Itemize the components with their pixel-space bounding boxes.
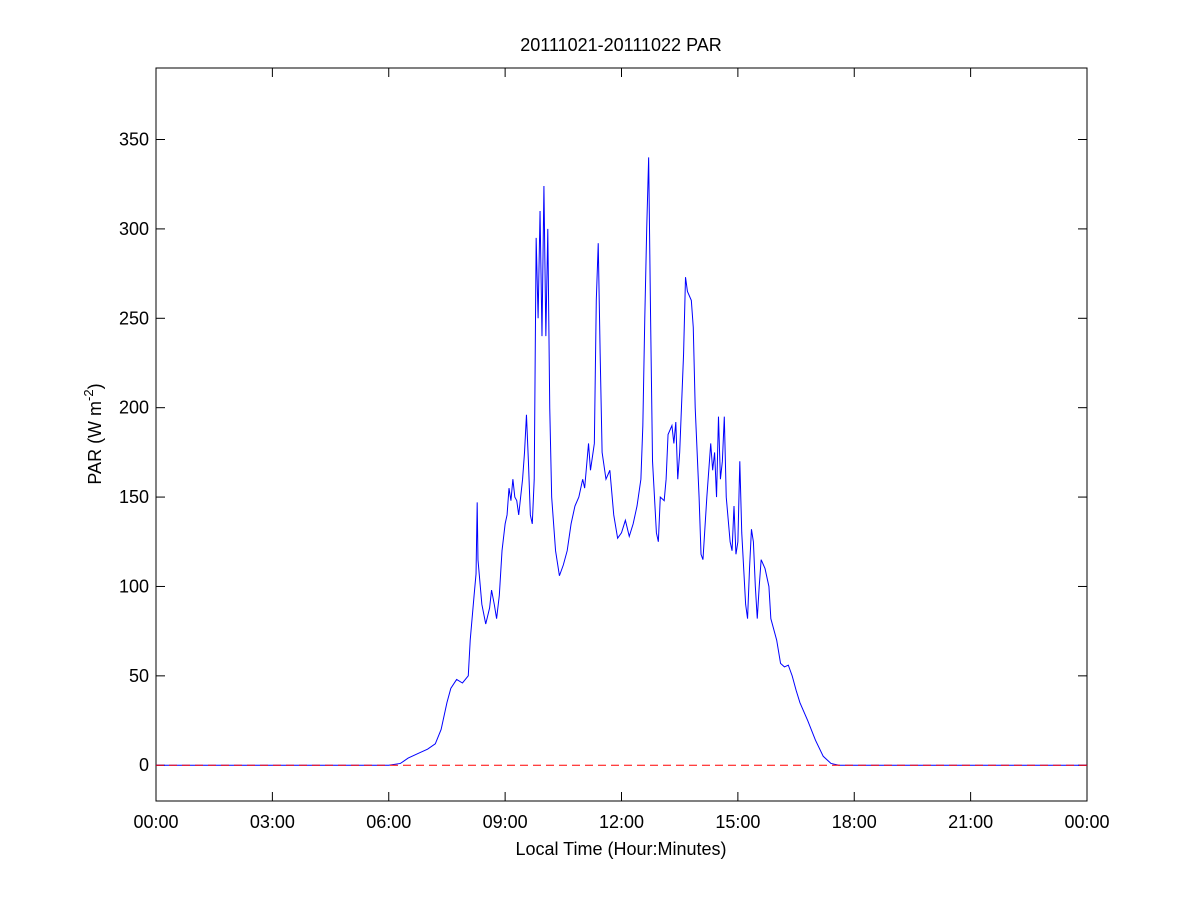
- data-line: [156, 157, 1087, 766]
- y-axis-label-text: PAR (W m: [85, 401, 105, 485]
- y-axis-label-superscript: -2: [81, 389, 96, 401]
- y-tick-label: 250: [119, 308, 149, 328]
- x-tick-label: 06:00: [366, 812, 411, 832]
- y-axis-label: PAR (W m-2): [81, 383, 105, 484]
- x-tick-label: 15:00: [715, 812, 760, 832]
- plot-area: [155, 67, 1088, 802]
- y-tick-label: 350: [119, 130, 149, 150]
- x-axis-label: Local Time (Hour:Minutes): [515, 839, 726, 859]
- chart-title: 20111021-20111022 PAR: [520, 35, 722, 55]
- y-tick-label: 100: [119, 576, 149, 596]
- y-tick-label: 0: [139, 755, 149, 775]
- y-tick-label: 200: [119, 398, 149, 418]
- x-tick-label: 09:00: [483, 812, 528, 832]
- x-tick-label: 18:00: [832, 812, 877, 832]
- x-tick-label: 21:00: [948, 812, 993, 832]
- y-axis-label-suffix: ): [85, 383, 105, 389]
- y-tick-label: 300: [119, 219, 149, 239]
- x-tick-label: 00:00: [133, 812, 178, 832]
- x-tick-label: 12:00: [599, 812, 644, 832]
- x-tick-label: 03:00: [250, 812, 295, 832]
- y-tick-label: 150: [119, 487, 149, 507]
- x-tick-label: 00:00: [1064, 812, 1109, 832]
- y-tick-label: 50: [129, 666, 149, 686]
